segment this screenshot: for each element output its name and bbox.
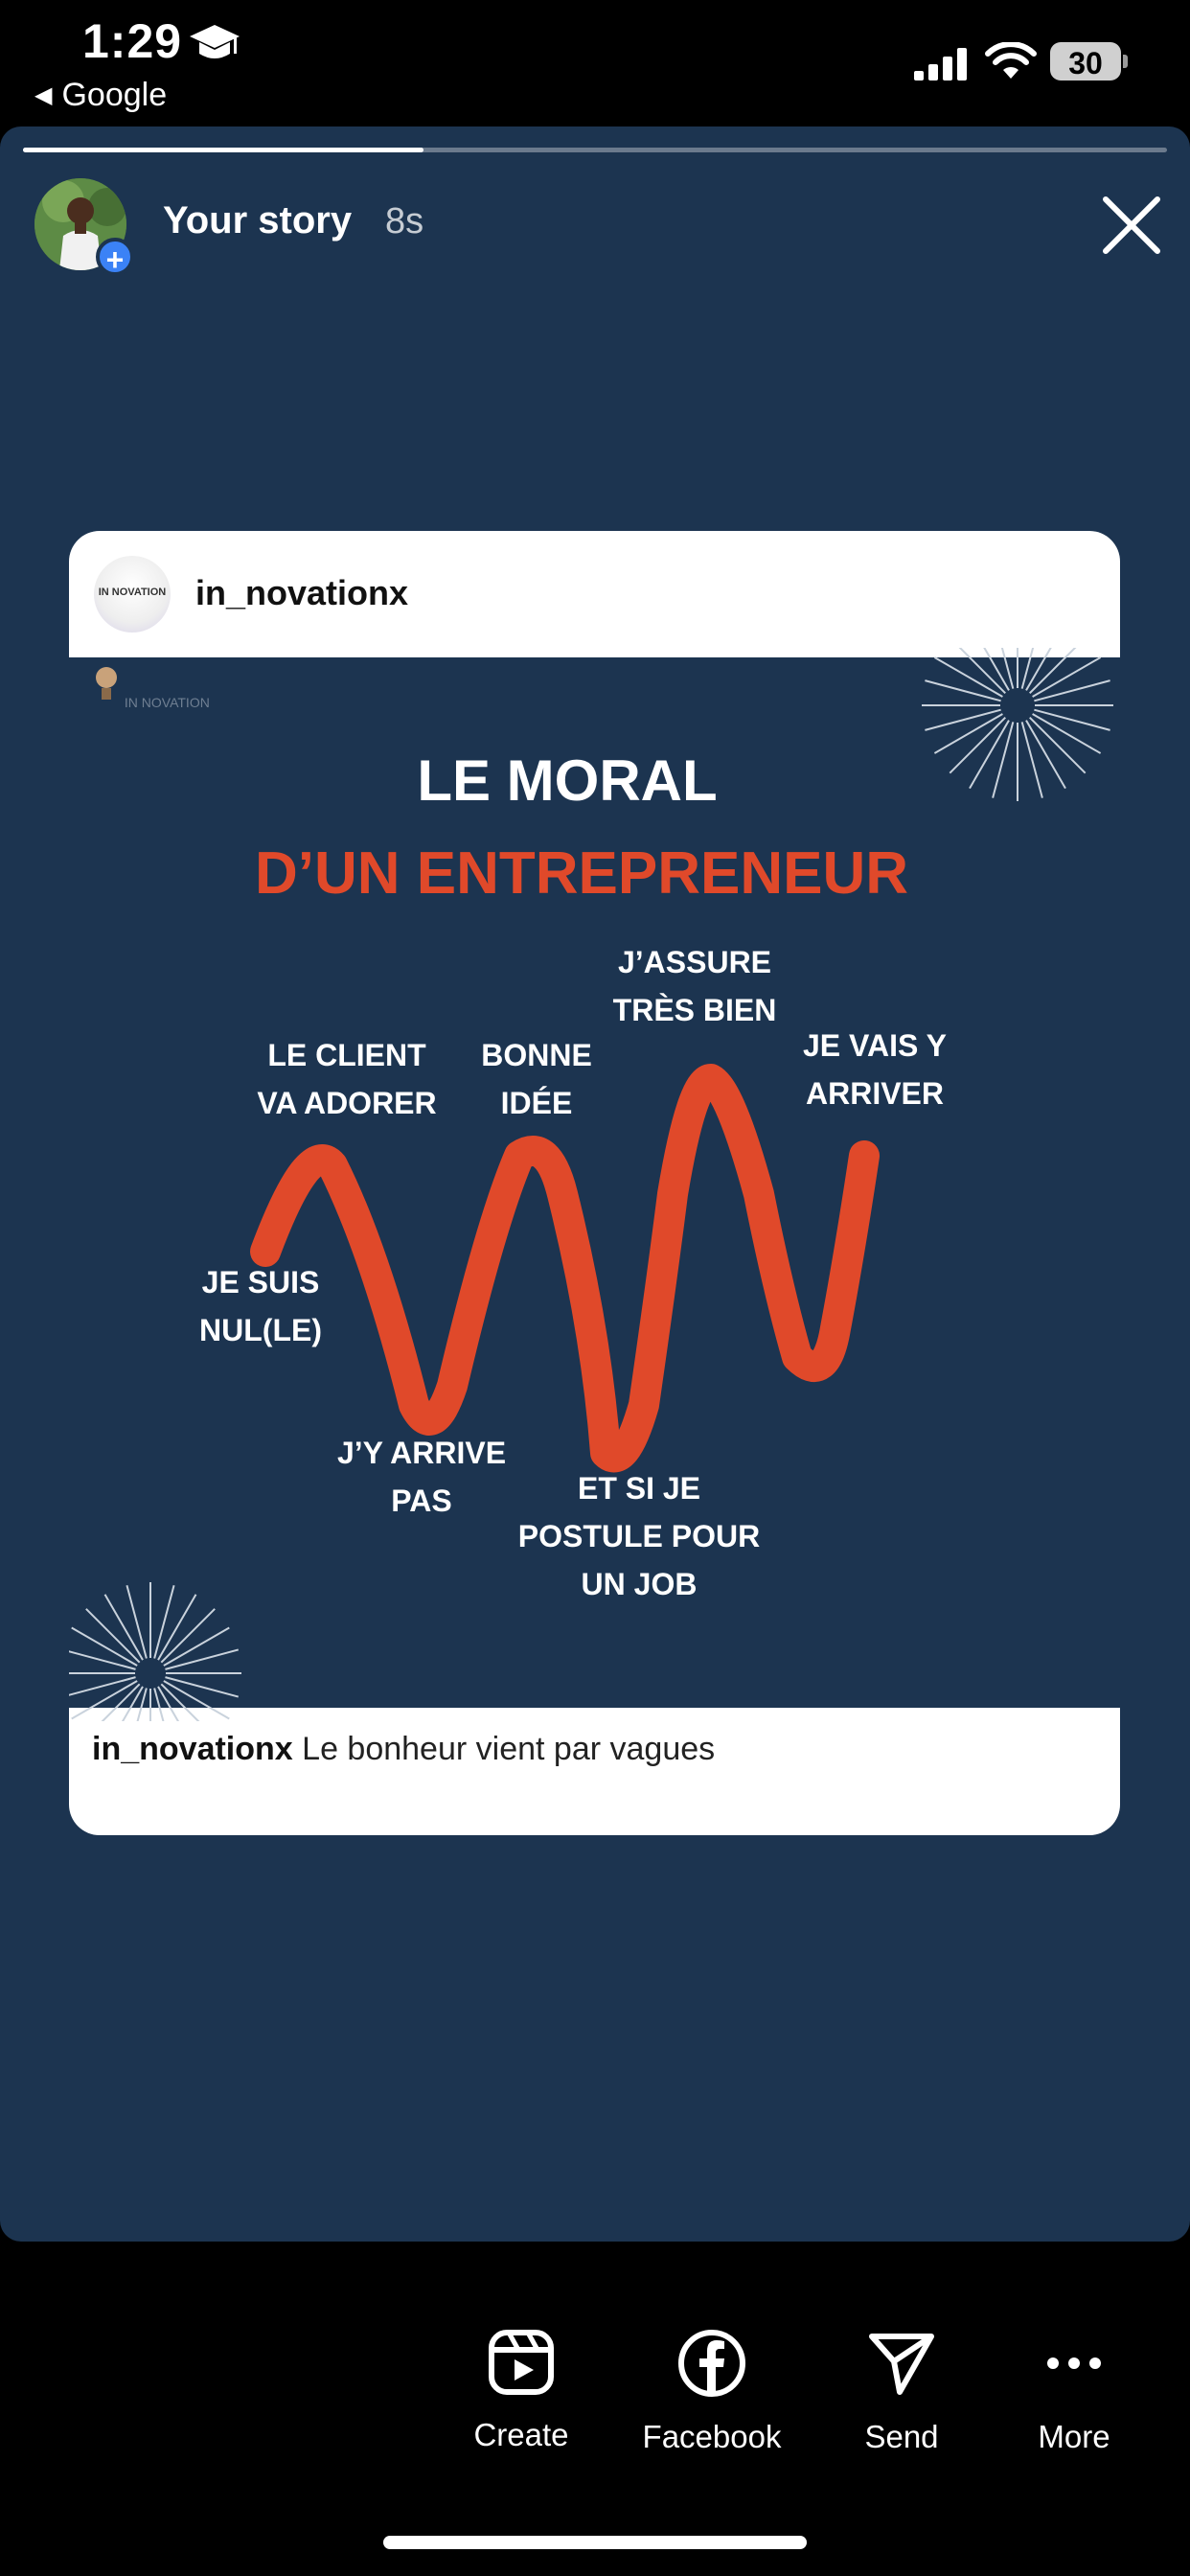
post-caption: in_novationx Le bonheur vient par vagues: [92, 1731, 715, 1768]
starburst-decoration: [922, 648, 1113, 801]
send-icon: [869, 2334, 934, 2395]
home-indicator[interactable]: [383, 2536, 807, 2549]
story-progress-bar: [23, 148, 1167, 152]
post-avatar-logo: IN NOVATION: [98, 586, 167, 598]
add-story-icon[interactable]: +: [96, 238, 134, 277]
mood-label: LE CLIENT VA ADORER: [257, 1038, 437, 1120]
create-label: Create: [473, 2417, 569, 2452]
battery-level: 30: [1068, 46, 1103, 80]
image-title-line1: LE MORAL: [417, 748, 718, 813]
send-button[interactable]: Send: [806, 2329, 997, 2455]
shared-post-card[interactable]: IN NOVATION in_novationx IN NOVATION LE …: [69, 531, 1120, 1835]
close-icon[interactable]: [1100, 194, 1163, 257]
story-timestamp: 8s: [385, 201, 424, 242]
mood-label: ET SI JE POSTULE POUR UN JOB: [517, 1471, 761, 1601]
wifi-icon: [985, 42, 1037, 79]
reels-icon: [489, 2330, 554, 2395]
back-app-label: Google: [61, 77, 168, 113]
facebook-share-button[interactable]: Facebook: [616, 2329, 808, 2455]
story-progress-fill: [23, 148, 423, 152]
mood-label: JE VAIS Y ARRIVER: [803, 1028, 947, 1111]
post-image: IN NOVATION LE MORAL D’UN ENTREPRENEUR J…: [69, 648, 1120, 1721]
story-viewer[interactable]: + Your story 8s IN NOVATION in_novationx…: [0, 126, 1190, 2242]
facebook-icon: [678, 2330, 745, 2397]
status-bar: 1:29 ◀ Google 30: [0, 0, 1190, 125]
status-time: 1:29: [82, 14, 183, 68]
post-username[interactable]: in_novationx: [195, 573, 409, 612]
avatar[interactable]: [34, 178, 126, 270]
mood-label: J’Y ARRIVE PAS: [336, 1436, 507, 1518]
brand-logo: IN NOVATION: [92, 665, 210, 710]
back-to-google-link[interactable]: ◀ Google: [34, 77, 167, 114]
mood-label: JE SUIS NUL(LE): [199, 1265, 322, 1347]
create-button[interactable]: Create: [425, 2329, 617, 2453]
caption-username[interactable]: in_novationx: [92, 1731, 293, 1767]
starburst-decoration: [69, 1582, 241, 1721]
post-avatar[interactable]: IN NOVATION: [94, 556, 171, 632]
more-button[interactable]: More: [978, 2329, 1170, 2455]
story-username[interactable]: Your story: [163, 199, 353, 242]
caption-text: Le bonheur vient par vagues: [302, 1731, 716, 1767]
image-title-line2: D’UN ENTREPRENEUR: [254, 840, 909, 907]
back-arrow-icon: ◀: [34, 82, 53, 108]
battery-icon: 30: [1050, 42, 1128, 80]
facebook-label: Facebook: [642, 2419, 782, 2454]
mood-wave-line: [250, 1064, 880, 1473]
cellular-signal-icon: [914, 48, 967, 80]
graduation-cap-icon: [190, 25, 240, 58]
brand-logo-text: IN NOVATION: [124, 695, 210, 710]
more-label: More: [1038, 2419, 1110, 2454]
send-label: Send: [864, 2419, 939, 2454]
mood-label: J’ASSURE TRÈS BIEN: [612, 945, 777, 1027]
post-header[interactable]: IN NOVATION in_novationx: [69, 531, 1120, 657]
more-icon: [1047, 2358, 1101, 2369]
mood-label: BONNE IDÉE: [481, 1038, 592, 1120]
